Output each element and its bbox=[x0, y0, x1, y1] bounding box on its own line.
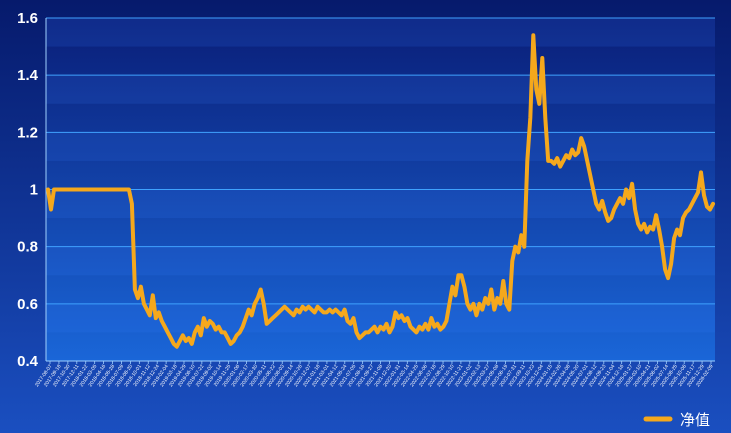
y-tick-label: 1.2 bbox=[17, 124, 38, 141]
y-tick-label: 1 bbox=[30, 182, 38, 199]
y-tick-label: 0.4 bbox=[17, 353, 39, 370]
y-tick-label: 1.4 bbox=[17, 67, 39, 84]
plot-band bbox=[46, 75, 715, 104]
y-tick-label: 1.6 bbox=[17, 10, 38, 27]
legend: 净值 bbox=[643, 411, 710, 429]
y-tick-label: 0.6 bbox=[17, 296, 38, 313]
y-axis-ticks: 0.4 0.6 0.8 1 1.2 1.4 1.6 bbox=[17, 10, 39, 370]
series-line bbox=[46, 33, 715, 349]
plot-band bbox=[46, 246, 715, 276]
series-layer bbox=[46, 33, 715, 349]
x-axis-ticks: 2017-08-072017-09-182017-10-302017-12-11… bbox=[34, 361, 715, 388]
legend-label: 净值 bbox=[680, 411, 710, 429]
plot-band bbox=[46, 18, 715, 47]
plot-band bbox=[46, 132, 715, 161]
y-tick-label: 0.8 bbox=[17, 239, 38, 256]
